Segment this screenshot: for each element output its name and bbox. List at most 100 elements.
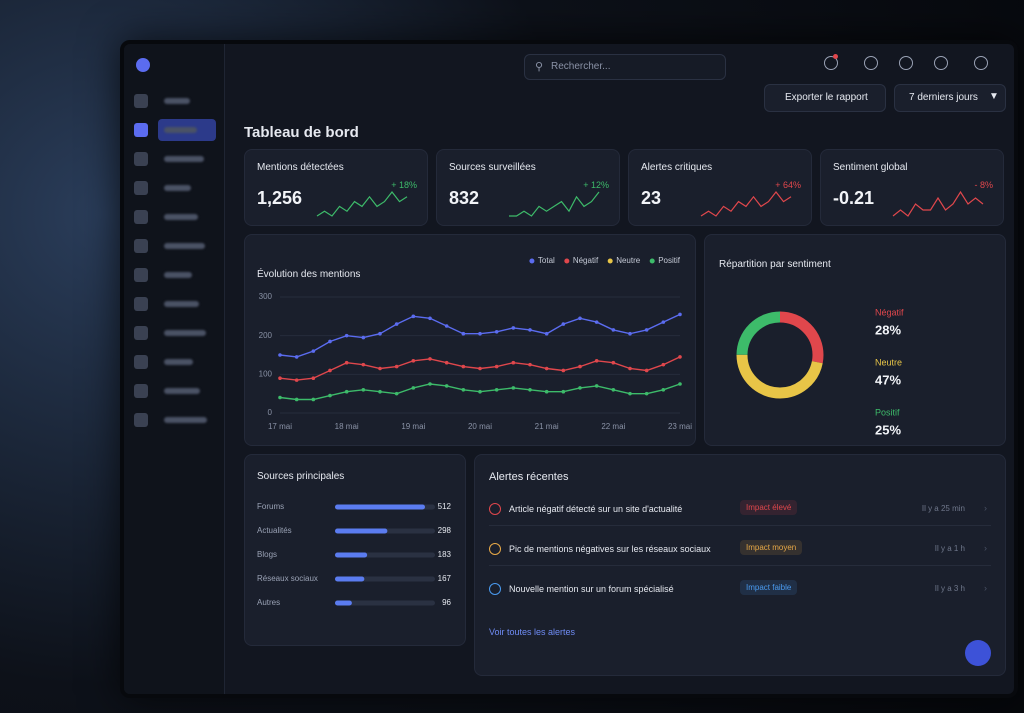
- data-point: [361, 388, 366, 392]
- alerts-card: Alertes récentes Article négatif détecté …: [474, 454, 1006, 676]
- data-point: [628, 331, 632, 336]
- data-point: [494, 364, 499, 369]
- alert-text: Pic de mentions négatives sur les réseau…: [509, 544, 711, 554]
- fab-button[interactable]: [965, 640, 991, 666]
- data-point: [578, 364, 582, 369]
- nav-icon[interactable]: [134, 152, 148, 166]
- notification-dot: [833, 54, 838, 59]
- toolbar-icon[interactable]: [974, 56, 988, 70]
- chart-svg: Négatif 28% Neutre 47% Positif 25%: [736, 307, 904, 437]
- period-select[interactable]: 7 derniers jours ▼: [894, 84, 1006, 112]
- page-title: Tableau de bord: [244, 124, 359, 141]
- data-point: [644, 328, 649, 332]
- search-icon: ⚲: [535, 61, 544, 73]
- data-point: [594, 359, 599, 363]
- bar: [335, 528, 388, 534]
- category-label: Blogs: [257, 550, 277, 559]
- data-point: [444, 324, 449, 328]
- data-point: [528, 328, 532, 332]
- kpi-value: 832: [449, 188, 480, 208]
- data-point: [461, 388, 466, 392]
- export-button[interactable]: Exporter le rapport: [764, 84, 886, 112]
- nav-icon[interactable]: [134, 268, 148, 282]
- data-point: [428, 357, 432, 361]
- nav-label-blurred: [164, 156, 204, 162]
- legend-swatch: [649, 258, 655, 264]
- bar-track: [335, 600, 435, 606]
- sources-card: Sources principales Forums 512 Actualités 29…: [244, 454, 466, 646]
- donut-segment: [736, 311, 824, 399]
- data-point: [411, 386, 416, 390]
- row-divider: [489, 565, 991, 566]
- data-point: [344, 389, 349, 394]
- legend-label: Neutre: [616, 256, 641, 265]
- toolbar-icon[interactable]: [899, 56, 913, 70]
- data-point: [644, 391, 649, 396]
- nav-icon[interactable]: [134, 123, 148, 137]
- chart-svg: 0 100 200 300 17 mai 18 mai 19 mai 20 mai 21 mai…: [259, 256, 693, 431]
- nav-label-blurred: [164, 243, 205, 249]
- data-point: [561, 322, 566, 326]
- data-point: [661, 362, 666, 367]
- data-point: [428, 382, 432, 386]
- legend-swatch: [564, 258, 570, 264]
- y-tick-label: 200: [259, 331, 273, 340]
- value-label: 298: [438, 526, 452, 535]
- nav-icon[interactable]: [134, 413, 148, 427]
- nav-label-blurred: [164, 127, 197, 133]
- data-point: [544, 389, 549, 394]
- data-point: [678, 382, 682, 386]
- kpi-change: + 12%: [583, 180, 609, 190]
- nav-icon[interactable]: [134, 210, 148, 224]
- alert-text: Nouvelle mention sur un forum spécialisé: [509, 584, 674, 594]
- logo: [136, 58, 150, 72]
- data-point: [278, 395, 282, 400]
- kpi-change: + 18%: [391, 180, 417, 190]
- toolbar-icon[interactable]: [864, 56, 878, 70]
- kpi-sparkline: [700, 191, 792, 217]
- chart-title: Sources principales: [257, 471, 345, 482]
- toolbar-icon[interactable]: [824, 56, 838, 70]
- value-label: 47%: [875, 372, 901, 387]
- x-tick-label: 22 mai: [601, 422, 625, 431]
- data-point: [661, 320, 666, 324]
- data-point: [294, 355, 299, 359]
- bar: [335, 600, 352, 606]
- search-box[interactable]: ⚲ Rechercher...: [524, 54, 726, 80]
- alerts-title: Alertes récentes: [489, 471, 569, 483]
- x-tick-label: 23 mai: [668, 422, 692, 431]
- data-point: [578, 316, 582, 321]
- alert-time: Il y a 3 h: [934, 584, 965, 593]
- data-point: [578, 386, 582, 390]
- alert-icon: [489, 543, 501, 555]
- data-point: [544, 331, 549, 336]
- legend-label: Négatif: [875, 307, 904, 317]
- alert-time: Il y a 1 h: [934, 544, 965, 553]
- nav-icon[interactable]: [134, 239, 148, 253]
- data-point: [344, 333, 349, 338]
- nav-label-blurred: [164, 272, 192, 278]
- data-point: [461, 364, 466, 369]
- toolbar-icon[interactable]: [934, 56, 948, 70]
- data-point: [378, 389, 382, 394]
- kpi-card: Sentiment global -0.21 - 8%: [820, 149, 1004, 226]
- kpi-label: Sentiment global: [833, 162, 908, 173]
- category-label: Autres: [257, 598, 280, 607]
- data-point: [394, 322, 399, 326]
- donut-segment: [736, 311, 824, 399]
- impact-badge: Impact moyen: [740, 540, 803, 555]
- nav-icon[interactable]: [134, 355, 148, 369]
- data-point: [361, 362, 366, 367]
- data-point: [661, 388, 666, 392]
- nav-icon[interactable]: [134, 384, 148, 398]
- nav-label-blurred: [164, 330, 206, 336]
- legend-label: Positif: [658, 256, 681, 265]
- alerts-link[interactable]: Voir toutes les alertes: [489, 627, 576, 637]
- sidebar: [124, 44, 225, 694]
- nav-icon[interactable]: [134, 297, 148, 311]
- nav-icon[interactable]: [134, 181, 148, 195]
- nav-icon[interactable]: [134, 326, 148, 340]
- data-point: [561, 389, 566, 394]
- nav-icon[interactable]: [134, 94, 148, 108]
- nav-label-blurred: [164, 417, 207, 423]
